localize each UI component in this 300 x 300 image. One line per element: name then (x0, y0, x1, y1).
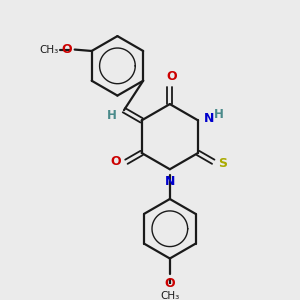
Text: H: H (214, 108, 224, 121)
Text: N: N (204, 112, 214, 125)
Text: O: O (166, 70, 177, 83)
Text: CH₃: CH₃ (39, 45, 58, 55)
Text: CH₃: CH₃ (160, 290, 179, 300)
Text: H: H (107, 109, 117, 122)
Text: O: O (61, 43, 72, 56)
Text: N: N (165, 176, 175, 188)
Text: O: O (164, 278, 175, 290)
Text: O: O (111, 155, 121, 168)
Text: S: S (218, 157, 227, 170)
